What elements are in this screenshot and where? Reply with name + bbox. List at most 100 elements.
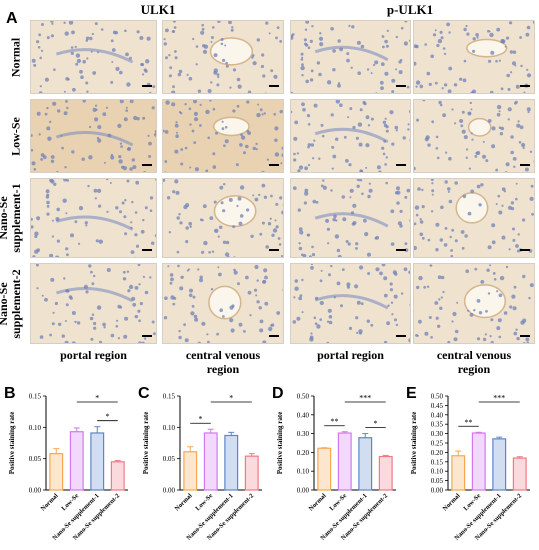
nucleus — [485, 159, 489, 163]
nucleus — [68, 21, 74, 25]
nucleus — [422, 100, 426, 102]
nucleus — [507, 87, 511, 91]
nucleus — [500, 126, 505, 131]
region-label-line: portal region — [60, 348, 127, 362]
nucleus — [121, 201, 125, 205]
nucleus — [522, 342, 526, 343]
nucleus — [53, 68, 56, 71]
nucleus — [393, 294, 398, 299]
nucleus — [259, 108, 263, 112]
nucleus — [303, 38, 307, 42]
y-tick-label: 0.05 — [163, 455, 176, 463]
nucleus — [435, 222, 440, 227]
scale-bar — [396, 164, 406, 166]
nucleus — [326, 227, 330, 231]
nucleus — [46, 193, 50, 197]
nucleus — [31, 134, 33, 137]
nucleus — [38, 33, 42, 37]
nucleus — [281, 210, 283, 215]
y-tick-label: 0.25 — [431, 440, 444, 448]
nucleus — [36, 40, 40, 44]
nucleus — [110, 155, 115, 160]
nucleus — [56, 207, 60, 212]
y-tick-label: 0.00 — [431, 487, 444, 495]
nucleus — [262, 340, 267, 343]
nucleus — [414, 205, 420, 210]
nucleus — [414, 166, 416, 171]
nucleus — [425, 135, 430, 140]
nucleus — [85, 36, 90, 40]
nucleus — [374, 60, 379, 65]
nucleus — [270, 69, 274, 73]
nucleus — [55, 255, 60, 257]
row-label: Nano-Se supplement-1 — [0, 176, 23, 260]
nucleus — [97, 188, 102, 193]
nucleus — [461, 246, 465, 250]
nucleus — [186, 73, 189, 76]
nucleus — [206, 333, 209, 336]
nucleus — [298, 242, 301, 245]
nucleus — [512, 157, 517, 161]
micrograph-image — [414, 100, 534, 172]
nucleus — [366, 68, 370, 71]
nucleus — [381, 146, 385, 150]
nucleus — [144, 206, 148, 210]
nucleus — [320, 123, 324, 127]
nucleus — [175, 121, 178, 124]
nucleus — [448, 31, 451, 34]
nucleus — [193, 314, 198, 319]
nucleus — [217, 266, 220, 269]
nucleus — [252, 194, 255, 197]
micrograph-tile — [413, 99, 535, 173]
nucleus — [168, 231, 172, 234]
nucleus — [203, 44, 209, 49]
nucleus — [467, 111, 472, 116]
nucleus — [64, 166, 67, 169]
nucleus — [476, 299, 481, 303]
nucleus — [91, 32, 94, 36]
nucleus — [366, 252, 372, 257]
nucleus — [416, 118, 420, 122]
nucleus — [222, 315, 225, 318]
nucleus — [304, 191, 309, 196]
nucleus — [396, 186, 400, 191]
nucleus — [246, 100, 250, 104]
nucleus — [168, 342, 170, 343]
nucleus — [232, 225, 236, 229]
nucleus — [355, 316, 359, 320]
nucleus — [463, 135, 468, 140]
nucleus — [370, 117, 374, 121]
nucleus — [331, 145, 335, 149]
scale-bar — [520, 335, 530, 337]
nucleus — [454, 329, 459, 334]
nucleus — [274, 219, 277, 222]
nucleus — [245, 144, 249, 149]
nucleus — [120, 145, 123, 148]
column-header-p-ulk1: p-ULK1 — [386, 2, 434, 17]
nucleus — [201, 250, 205, 254]
nucleus — [39, 85, 42, 88]
nucleus — [407, 123, 410, 126]
nucleus — [134, 314, 138, 319]
nucleus — [497, 194, 501, 198]
scale-bar — [269, 85, 279, 87]
nucleus — [525, 337, 530, 342]
nucleus — [367, 124, 371, 127]
nucleus — [391, 90, 395, 93]
nucleus — [98, 239, 104, 244]
nucleus — [348, 24, 351, 27]
nucleus — [516, 336, 520, 341]
nucleus — [490, 318, 494, 322]
nucleus — [202, 49, 208, 54]
nucleus — [335, 219, 338, 222]
nucleus — [330, 27, 334, 31]
nucleus — [454, 181, 458, 185]
nucleus — [301, 311, 304, 314]
nucleus — [172, 21, 176, 23]
nucleus — [496, 104, 502, 110]
nucleus — [252, 146, 256, 151]
category-label: Normal — [442, 492, 462, 512]
nucleus — [421, 188, 424, 192]
nucleus — [39, 56, 42, 60]
nucleus — [482, 337, 487, 342]
